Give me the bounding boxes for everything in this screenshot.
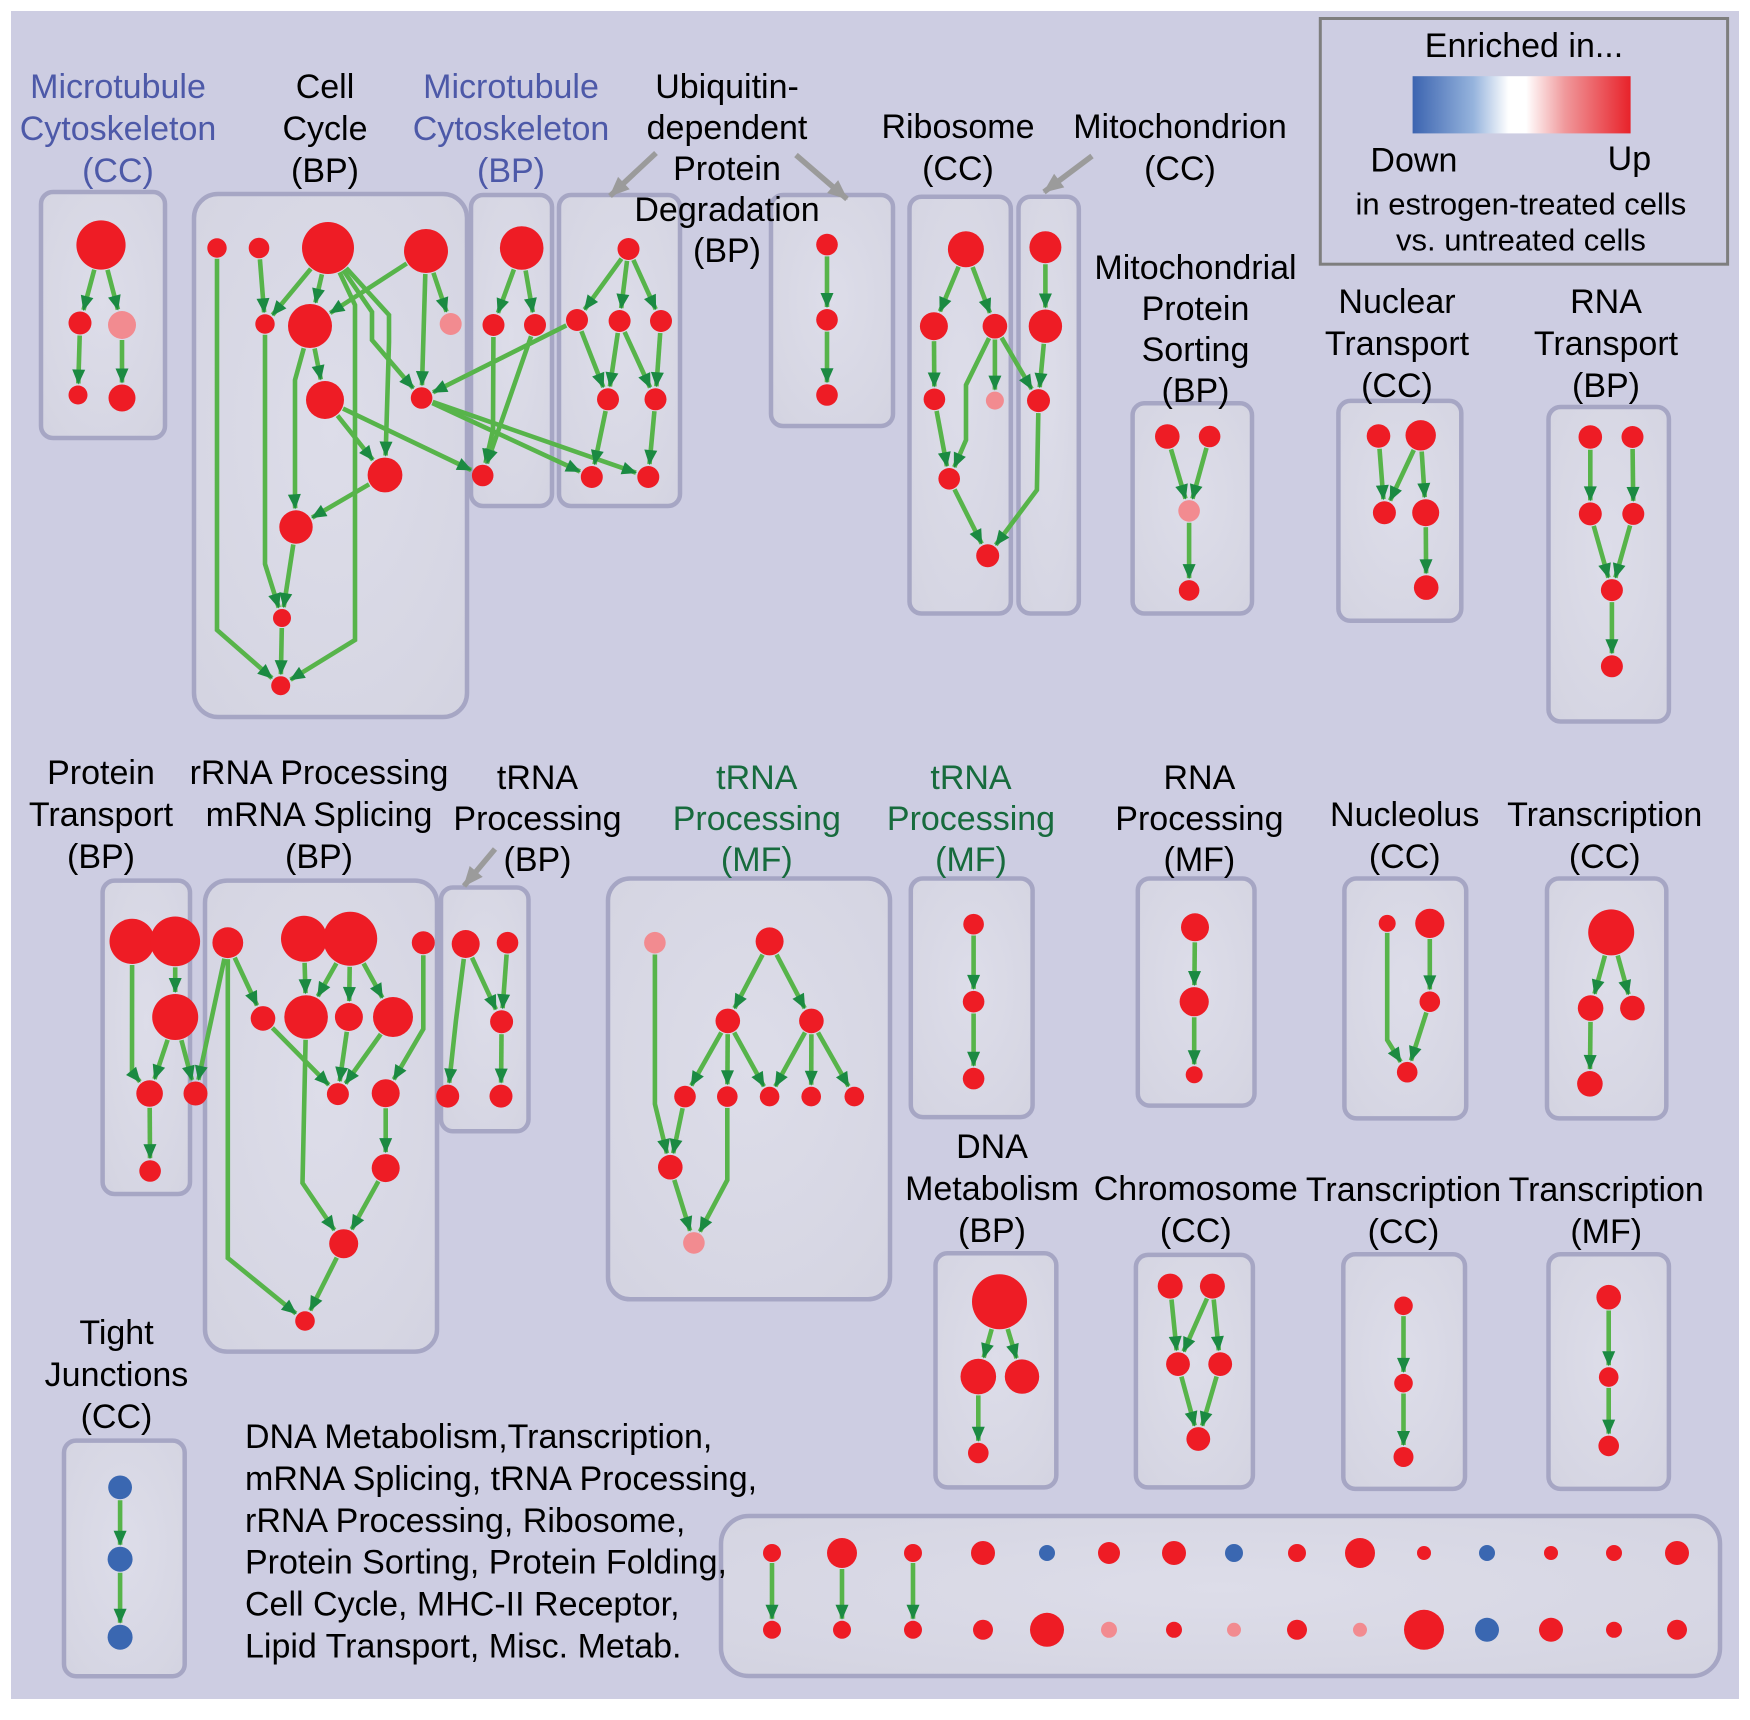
svg-text:Mitochondrial: Mitochondrial xyxy=(1094,249,1296,287)
svg-text:Transcription: Transcription xyxy=(1507,796,1702,834)
svg-text:Transcription: Transcription xyxy=(1509,1171,1704,1209)
svg-text:Junctions: Junctions xyxy=(45,1356,189,1394)
svg-text:Ribosome: Ribosome xyxy=(881,108,1034,146)
svg-text:dependent: dependent xyxy=(647,109,808,147)
svg-text:Chromosome: Chromosome xyxy=(1094,1170,1298,1208)
svg-text:Metabolism: Metabolism xyxy=(905,1170,1079,1208)
svg-text:Transport: Transport xyxy=(29,796,174,834)
svg-text:Processing: Processing xyxy=(673,800,841,838)
svg-text:Cytoskeleton: Cytoskeleton xyxy=(413,110,610,148)
svg-text:(CC): (CC) xyxy=(1144,150,1216,188)
svg-text:mRNA Splicing: mRNA Splicing xyxy=(206,796,433,834)
svg-text:DNA Metabolism,Transcription,: DNA Metabolism,Transcription, xyxy=(245,1418,712,1456)
svg-text:Nucleolus: Nucleolus xyxy=(1330,796,1479,834)
svg-text:Lipid Transport, Misc. Metab.: Lipid Transport, Misc. Metab. xyxy=(245,1628,682,1666)
svg-text:Cell: Cell xyxy=(296,68,355,106)
svg-text:(CC): (CC) xyxy=(1369,838,1441,876)
svg-text:Transport: Transport xyxy=(1534,325,1679,363)
svg-text:Microtubule: Microtubule xyxy=(423,68,599,106)
svg-text:(CC): (CC) xyxy=(82,152,154,190)
svg-text:Cytoskeleton: Cytoskeleton xyxy=(20,110,217,148)
svg-text:Ubiquitin-: Ubiquitin- xyxy=(655,68,799,106)
svg-text:Processing: Processing xyxy=(1115,800,1283,838)
svg-text:RNA: RNA xyxy=(1570,283,1642,321)
svg-text:Up: Up xyxy=(1608,140,1651,178)
svg-text:vs. untreated cells: vs. untreated cells xyxy=(1396,222,1646,257)
svg-text:(BP): (BP) xyxy=(504,841,572,879)
svg-text:rRNA Processing, Ribosome,: rRNA Processing, Ribosome, xyxy=(245,1502,685,1540)
svg-text:tRNA: tRNA xyxy=(716,759,798,797)
svg-text:Protein: Protein xyxy=(673,150,781,188)
svg-text:Processing: Processing xyxy=(887,800,1055,838)
svg-text:(CC): (CC) xyxy=(1361,367,1433,405)
svg-text:(CC): (CC) xyxy=(922,150,994,188)
svg-text:Tight: Tight xyxy=(79,1314,154,1352)
svg-text:tRNA: tRNA xyxy=(497,759,579,797)
svg-text:Processing: Processing xyxy=(453,800,621,838)
svg-text:(BP): (BP) xyxy=(958,1212,1026,1250)
svg-text:(CC): (CC) xyxy=(1569,838,1641,876)
svg-text:(MF): (MF) xyxy=(1570,1213,1642,1251)
svg-text:tRNA: tRNA xyxy=(930,759,1012,797)
svg-text:Degradation: Degradation xyxy=(634,191,819,229)
svg-text:(MF): (MF) xyxy=(721,841,793,879)
svg-text:(BP): (BP) xyxy=(67,838,135,876)
svg-text:(MF): (MF) xyxy=(1164,841,1236,879)
svg-text:(CC): (CC) xyxy=(1160,1212,1232,1250)
svg-text:Protein: Protein xyxy=(1142,290,1250,328)
svg-text:(CC): (CC) xyxy=(81,1398,153,1436)
svg-text:Protein: Protein xyxy=(47,754,155,792)
svg-text:Protein Sorting, Protein Foldi: Protein Sorting, Protein Folding, xyxy=(245,1544,727,1582)
svg-text:rRNA Processing: rRNA Processing xyxy=(190,754,449,792)
svg-text:(BP): (BP) xyxy=(693,232,761,270)
svg-text:(BP): (BP) xyxy=(291,152,359,190)
svg-text:Enriched in...: Enriched in... xyxy=(1425,27,1623,65)
svg-text:(BP): (BP) xyxy=(477,152,545,190)
svg-text:Down: Down xyxy=(1370,141,1457,179)
svg-text:Cycle: Cycle xyxy=(282,110,367,148)
svg-text:(CC): (CC) xyxy=(1368,1213,1440,1251)
svg-text:(BP): (BP) xyxy=(1572,367,1640,405)
svg-text:Transport: Transport xyxy=(1325,325,1470,363)
svg-text:mRNA Splicing, tRNA Processing: mRNA Splicing, tRNA Processing, xyxy=(245,1460,757,1498)
svg-text:(BP): (BP) xyxy=(285,838,353,876)
svg-text:(MF): (MF) xyxy=(935,841,1007,879)
svg-text:Transcription: Transcription xyxy=(1306,1171,1501,1209)
svg-text:Microtubule: Microtubule xyxy=(30,68,206,106)
svg-text:Cell Cycle, MHC-II Receptor,: Cell Cycle, MHC-II Receptor, xyxy=(245,1586,680,1624)
svg-text:DNA: DNA xyxy=(956,1128,1028,1166)
svg-text:(BP): (BP) xyxy=(1162,372,1230,410)
svg-text:Nuclear: Nuclear xyxy=(1338,283,1455,321)
svg-text:in estrogen-treated cells: in estrogen-treated cells xyxy=(1355,186,1686,221)
svg-text:Sorting: Sorting xyxy=(1142,331,1250,369)
svg-text:Mitochondrion: Mitochondrion xyxy=(1073,108,1287,146)
svg-text:RNA: RNA xyxy=(1164,759,1236,797)
